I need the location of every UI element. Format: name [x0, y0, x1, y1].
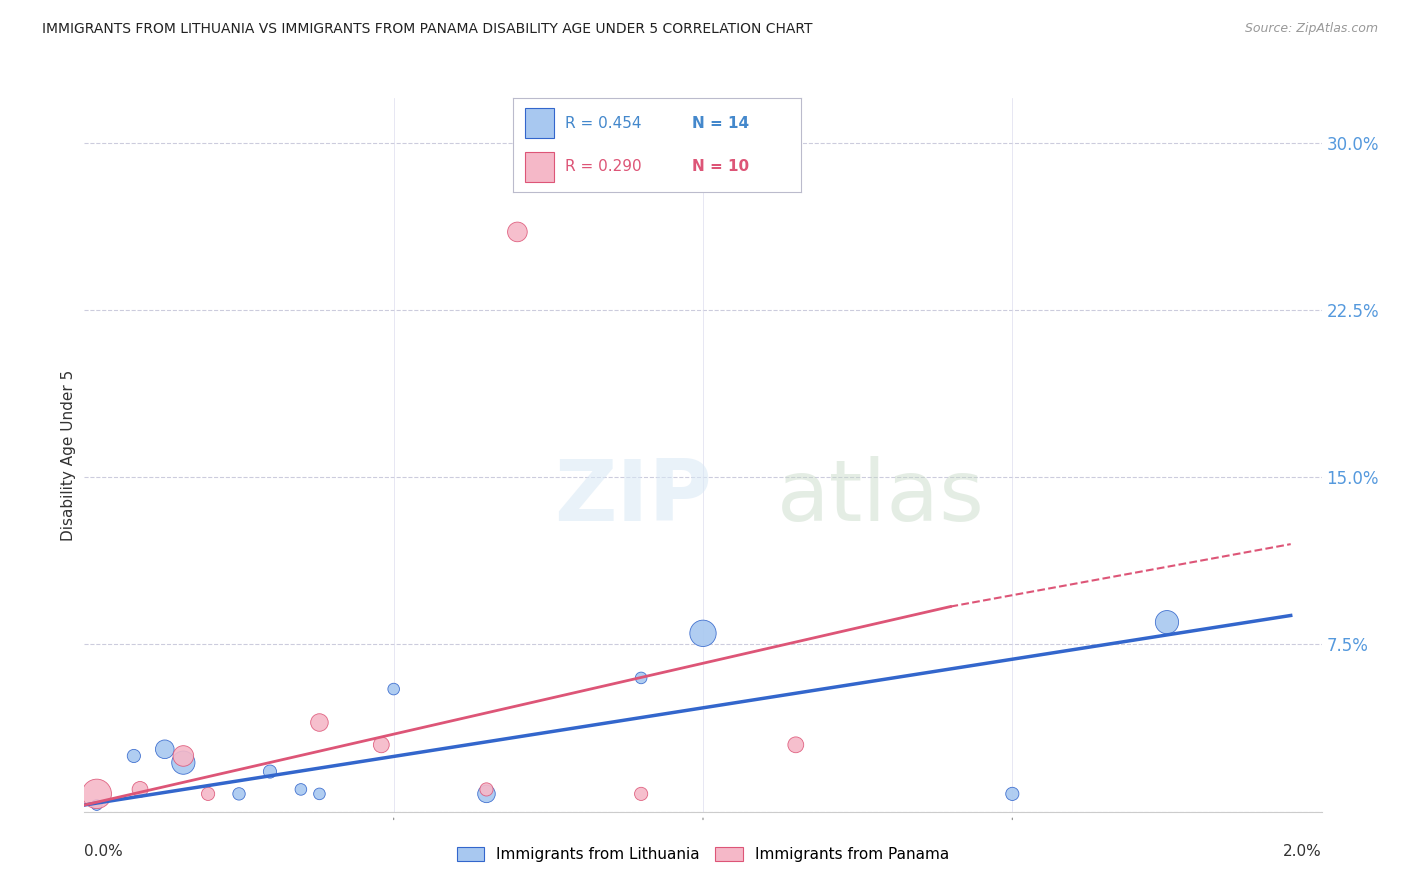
Point [370, 738, 392, 752]
Text: IMMIGRANTS FROM LITHUANIA VS IMMIGRANTS FROM PANAMA DISABILITY AGE UNDER 5 CORRE: IMMIGRANTS FROM LITHUANIA VS IMMIGRANTS … [42, 22, 813, 37]
Point [475, 782, 498, 797]
Text: ZIP: ZIP [554, 456, 713, 540]
Point [122, 749, 145, 764]
Text: 2.0%: 2.0% [1282, 844, 1322, 859]
Point [153, 742, 176, 756]
Point [308, 715, 330, 730]
Point [630, 787, 652, 801]
Point [475, 787, 498, 801]
Point [197, 787, 219, 801]
Text: N = 14: N = 14 [692, 116, 749, 131]
Point [382, 681, 405, 696]
Text: N = 10: N = 10 [692, 159, 749, 174]
Text: R = 0.454: R = 0.454 [565, 116, 641, 131]
Point [785, 738, 807, 752]
Bar [524, 153, 554, 183]
Point [692, 626, 714, 640]
Legend: Immigrants from Lithuania, Immigrants from Panama: Immigrants from Lithuania, Immigrants fr… [450, 841, 956, 868]
Point [172, 756, 194, 770]
Point [290, 782, 312, 797]
Point [259, 764, 281, 779]
Bar [524, 109, 554, 138]
Point [506, 225, 529, 239]
Point [1156, 615, 1178, 630]
Point [129, 782, 152, 797]
Text: Source: ZipAtlas.com: Source: ZipAtlas.com [1244, 22, 1378, 36]
Point [308, 787, 330, 801]
Point [86, 787, 108, 801]
Point [172, 749, 194, 764]
Text: R = 0.290: R = 0.290 [565, 159, 641, 174]
Text: atlas: atlas [778, 456, 986, 540]
Text: 0.0%: 0.0% [84, 844, 124, 859]
Point [630, 671, 652, 685]
Point [1001, 787, 1024, 801]
Point [228, 787, 250, 801]
Y-axis label: Disability Age Under 5: Disability Age Under 5 [60, 369, 76, 541]
Point [86, 797, 108, 812]
